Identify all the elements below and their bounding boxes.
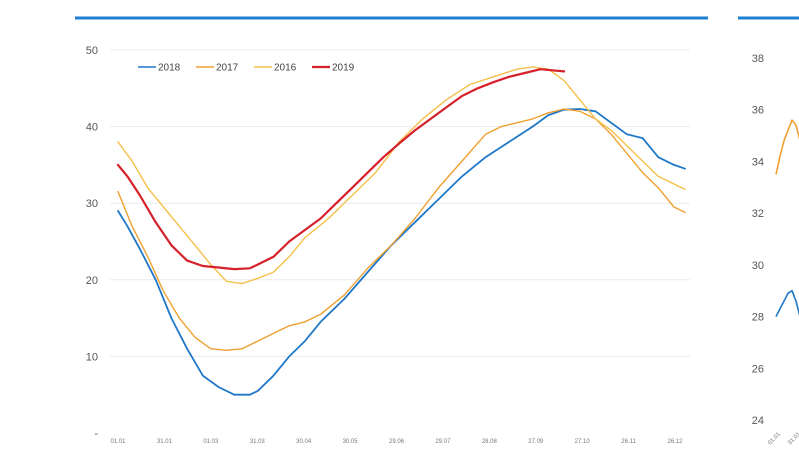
series-line-2018 (117, 108, 686, 396)
y-tick-label: 24 (752, 415, 764, 427)
y-tick-label: 20 (86, 275, 98, 287)
y-tick-label: 34 (752, 156, 764, 168)
x-tick-label: 26.12 (667, 439, 683, 445)
x-tick-label: 29.07 (435, 439, 451, 445)
right-series-line-1 (775, 289, 799, 317)
y-tick-label: 26 (752, 363, 764, 375)
x-tick-label: 01.01 (110, 439, 126, 445)
y-tick-label: 30 (86, 198, 98, 210)
legend-label: 2017 (216, 63, 239, 74)
x-tick-label: 28.08 (482, 439, 498, 445)
left-chart: - 10 20 30 40 50 01.01 31.01 01.03 31.03 30.04 30.0… (86, 45, 690, 445)
x-tick-label: 31.01 (787, 431, 799, 446)
x-tick-label: 01.01 (767, 431, 782, 446)
right-chart: 24 26 28 30 32 34 36 38 01.01 31.01 (752, 53, 799, 446)
x-tick-label: 31.03 (250, 439, 266, 445)
y-tick-label: 50 (86, 45, 98, 57)
right-series-line-0 (775, 119, 799, 175)
series-line-2017 (117, 108, 686, 351)
x-tick-label: 29.06 (389, 439, 405, 445)
y-tick-label: 40 (86, 122, 98, 134)
x-tick-label: 01.03 (203, 439, 219, 445)
y-tick-label: 10 (86, 351, 98, 363)
x-tick-label: 26.11 (621, 439, 636, 445)
y-tick-label: - (94, 428, 98, 440)
series-line-2016 (117, 66, 686, 285)
y-tick-label: 32 (752, 208, 764, 220)
x-tick-label: 30.04 (296, 439, 312, 445)
x-tick-label: 27.10 (575, 439, 591, 445)
series-line-2019 (116, 68, 566, 271)
legend-label: 2018 (158, 63, 181, 74)
legend-label: 2016 (274, 63, 297, 74)
y-tick-label: 38 (752, 53, 764, 65)
x-tick-label: 31.01 (157, 439, 173, 445)
legend-label: 2019 (332, 63, 355, 74)
y-tick-label: 28 (752, 312, 764, 324)
y-tick-label: 30 (752, 260, 764, 272)
x-tick-label: 27.09 (528, 439, 544, 445)
x-tick-label: 30.05 (343, 439, 359, 445)
y-tick-label: 36 (752, 105, 764, 117)
